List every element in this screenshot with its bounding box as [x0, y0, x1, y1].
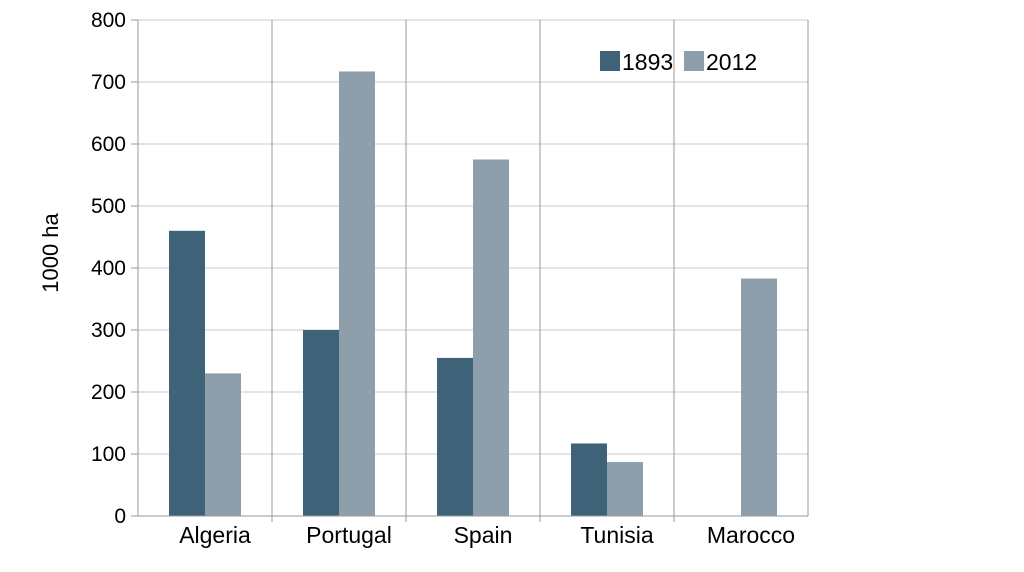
y-tick-label: 300 — [91, 319, 126, 342]
y-tick-label: 100 — [91, 443, 126, 466]
bar-2012-spain — [473, 159, 509, 516]
bar-1893-portugal — [303, 330, 339, 516]
y-tick-label: 800 — [91, 9, 126, 32]
bar-2012-marocco — [741, 278, 777, 516]
legend-swatch-2012 — [684, 51, 704, 71]
x-category-label: Portugal — [306, 522, 392, 548]
axes — [131, 19, 809, 522]
legend-label-2012: 2012 — [706, 49, 757, 75]
y-tick-label: 200 — [91, 381, 126, 404]
legend: 1893 2012 — [600, 49, 757, 75]
x-category-label: Spain — [454, 522, 513, 548]
bar-2012-tunisia — [607, 462, 643, 516]
y-tick-label: 700 — [91, 71, 126, 94]
legend-label-1893: 1893 — [622, 49, 673, 75]
bar-1893-spain — [437, 357, 473, 516]
bar-1893-tunisia — [571, 443, 607, 516]
y-tick-labels: 0 100 200 300 400 500 600 700 800 — [91, 9, 126, 528]
y-tick-label: 400 — [91, 257, 126, 280]
x-category-label: Tunisia — [580, 522, 653, 548]
x-category-label: Marocco — [707, 522, 795, 548]
x-category-label: Algeria — [179, 522, 251, 548]
legend-swatch-1893 — [600, 51, 620, 71]
y-axis-label: 1000 ha — [38, 212, 63, 292]
bar-2012-algeria — [205, 373, 241, 516]
y-tick-label: 500 — [91, 195, 126, 218]
y-tick-label: 0 — [114, 505, 126, 528]
bar-1893-algeria — [169, 230, 205, 517]
bars — [169, 71, 777, 517]
y-tick-label: 600 — [91, 133, 126, 156]
bar-2012-portugal — [339, 71, 375, 517]
x-category-labels: Algeria Portugal Spain Tunisia Marocco — [179, 522, 795, 548]
